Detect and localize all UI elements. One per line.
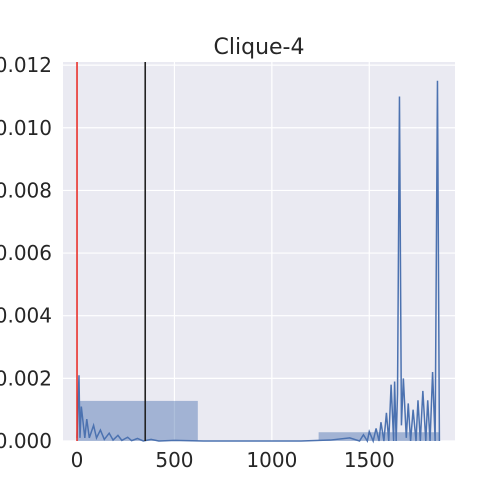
- y-tick-label: 0.008: [0, 178, 52, 202]
- x-tick-label: 1000: [246, 448, 297, 472]
- y-tick-label: 0.000: [0, 429, 52, 453]
- y-tick-label: 0.002: [0, 366, 52, 390]
- y-tick-label: 0.012: [0, 53, 52, 77]
- y-tick-label: 0.006: [0, 241, 52, 265]
- x-tick-labels: 0 500 1000 1500: [71, 448, 395, 472]
- x-tick-label: 0: [71, 448, 84, 472]
- y-tick-label: 0.004: [0, 304, 52, 328]
- y-tick-label: 0.010: [0, 116, 52, 140]
- x-tick-label: 1500: [344, 448, 395, 472]
- plot-background: [63, 62, 455, 441]
- chart-title: Clique-4: [214, 35, 305, 60]
- y-tick-labels: 0.000 0.002 0.004 0.006 0.008 0.010 0.012: [0, 53, 52, 453]
- x-tick-label: 500: [155, 448, 193, 472]
